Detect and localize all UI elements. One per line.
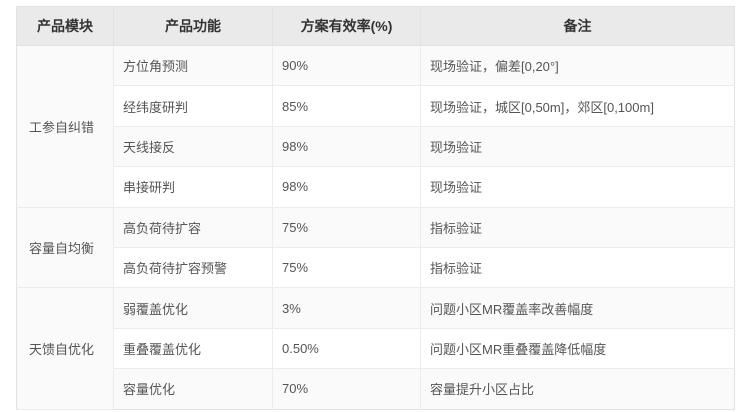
remark-cell: 问题小区MR覆盖率改善幅度	[420, 287, 735, 329]
function-cell: 高负荷待扩容预警	[113, 247, 273, 289]
effectiveness-rate-cell: 85%	[272, 85, 421, 127]
effectiveness-rate-cell: 98%	[272, 126, 421, 168]
function-cell: 串接研判	[113, 166, 273, 208]
table-row: 经纬度研判 85% 现场验证，城区[0,50m]，郊区[0,100m]	[17, 85, 735, 127]
table-body: 工参自纠错 方位角预测 90% 现场验证，偏差[0,20°] 经纬度研判 85% 现场验证，…	[16, 45, 735, 410]
function-cell: 天线接反	[113, 126, 273, 168]
effectiveness-rate-cell: 75%	[272, 207, 421, 248]
function-cell: 经纬度研判	[113, 85, 273, 127]
remark-cell: 指标验证	[420, 247, 735, 289]
remark-cell: 问题小区MR重叠覆盖降低幅度	[420, 328, 735, 370]
remark-cell: 现场验证	[420, 166, 735, 208]
table-row: 天线接反 98% 现场验证	[17, 126, 735, 168]
spec-table-container: 产品模块 产品功能 方案有效率(%) 备注 工参自纠错 方位角预测 90% 现场验证，…	[16, 6, 735, 410]
table-row: 串接研判 98% 现场验证	[17, 166, 735, 208]
column-header-module: 产品模块	[16, 6, 114, 46]
function-cell: 弱覆盖优化	[113, 287, 273, 329]
function-cell: 重叠覆盖优化	[113, 328, 273, 370]
column-header-rate: 方案有效率(%)	[272, 6, 421, 46]
product-capability-table: 产品模块 产品功能 方案有效率(%) 备注 工参自纠错 方位角预测 90% 现场验证，…	[16, 6, 735, 410]
effectiveness-rate-cell: 3%	[272, 287, 421, 329]
column-header-remark: 备注	[420, 6, 735, 46]
table-row: 高负荷待扩容预警 75% 指标验证	[17, 247, 735, 289]
table-header-row: 产品模块 产品功能 方案有效率(%) 备注	[16, 6, 735, 46]
table-row: 重叠覆盖优化 0.50% 问题小区MR重叠覆盖降低幅度	[17, 328, 735, 370]
table-row: 容量优化 70% 容量提升小区占比	[17, 368, 735, 410]
remark-cell: 现场验证	[420, 126, 735, 168]
table-row: 工参自纠错 方位角预测 90% 现场验证，偏差[0,20°]	[16, 45, 735, 208]
effectiveness-rate-cell: 70%	[272, 368, 421, 410]
column-header-function: 产品功能	[113, 6, 273, 46]
module-cell: 工参自纠错	[16, 45, 114, 208]
function-cell: 容量优化	[113, 368, 273, 410]
effectiveness-rate-cell: 0.50%	[272, 328, 421, 370]
effectiveness-rate-cell: 90%	[272, 45, 421, 87]
effectiveness-rate-cell: 75%	[272, 247, 421, 289]
module-cell: 容量自均衡	[16, 207, 114, 289]
table-row: 容量自均衡 高负荷待扩容 75% 指标验证	[16, 207, 735, 289]
table-header: 产品模块 产品功能 方案有效率(%) 备注	[16, 6, 735, 46]
remark-cell: 指标验证	[420, 207, 735, 248]
remark-cell: 现场验证，城区[0,50m]，郊区[0,100m]	[420, 85, 735, 127]
function-cell: 高负荷待扩容	[113, 207, 273, 248]
table-row: 天馈自优化 弱覆盖优化 3% 问题小区MR覆盖率改善幅度	[16, 287, 735, 410]
function-cell: 方位角预测	[113, 45, 273, 87]
remark-cell: 容量提升小区占比	[420, 368, 735, 410]
module-cell: 天馈自优化	[16, 287, 114, 410]
remark-cell: 现场验证，偏差[0,20°]	[420, 45, 735, 87]
effectiveness-rate-cell: 98%	[272, 166, 421, 208]
